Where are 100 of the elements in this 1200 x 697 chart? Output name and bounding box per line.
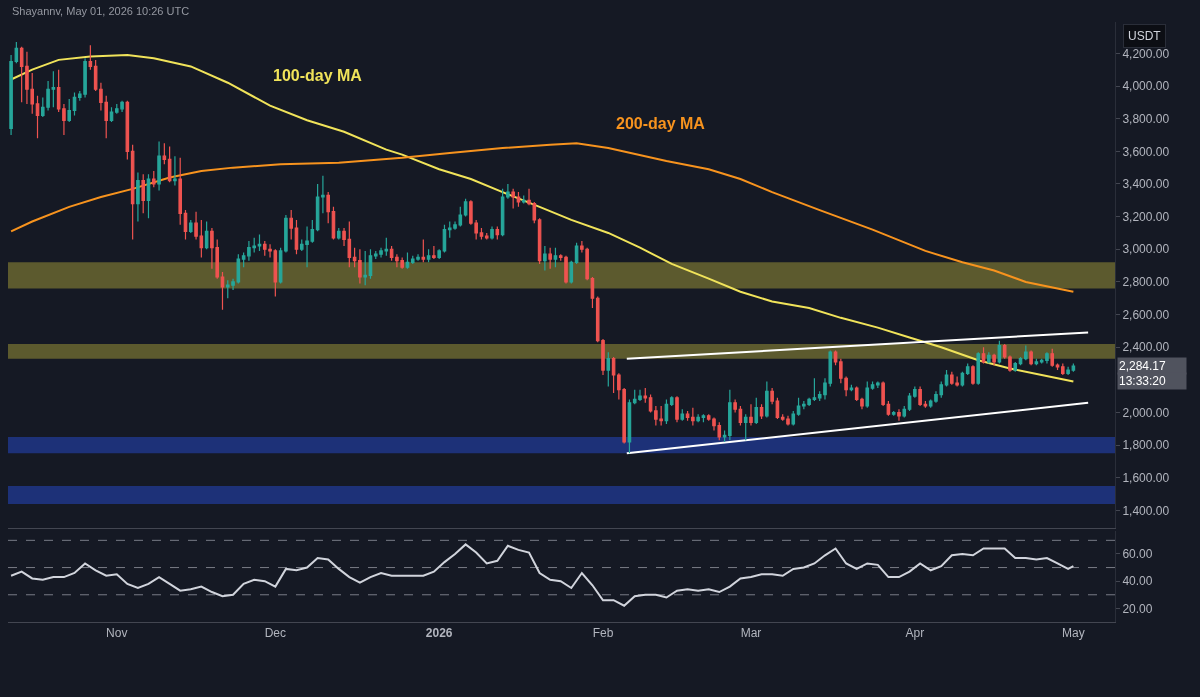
- candlestick: [336, 227, 341, 241]
- candlestick: [749, 403, 753, 427]
- candlestick: [701, 413, 706, 423]
- candlestick: [728, 389, 732, 441]
- candlestick: [870, 380, 875, 391]
- candlestick: [791, 410, 796, 427]
- x-tick-label: Nov: [106, 626, 128, 641]
- candlestick: [923, 400, 928, 409]
- candlestick: [220, 271, 225, 311]
- y-tick-label: 4,200.00: [1122, 46, 1170, 61]
- candlestick: [865, 380, 870, 409]
- y-tick-label: 2,600.00: [1122, 307, 1170, 322]
- y-tick-label: 3,600.00: [1122, 144, 1170, 159]
- chart-title: Shayannv, May 01, 2026 10:26 UTC: [12, 5, 190, 17]
- line-series: [10, 543, 1075, 607]
- candlestick: [479, 227, 484, 241]
- text: 13:33:20: [1119, 374, 1167, 388]
- candlestick: [136, 171, 140, 223]
- y-tick-label: 4,000.00: [1122, 79, 1170, 94]
- candlestick: [289, 209, 293, 241]
- candlestick: [987, 351, 991, 365]
- y-tick-label: 40.00: [1122, 574, 1153, 589]
- candlestick: [516, 191, 521, 208]
- candlestick: [178, 157, 183, 226]
- candlestick: [109, 106, 114, 123]
- y-tick-label: 60.00: [1122, 547, 1153, 562]
- candlestick: [891, 410, 896, 417]
- candlestick: [1013, 361, 1018, 373]
- candlestick: [553, 247, 558, 268]
- candlestick: [543, 245, 547, 272]
- candlestick: [9, 54, 13, 136]
- line-series: [10, 53, 1075, 383]
- candlestick: [1024, 344, 1028, 361]
- candlestick: [426, 248, 431, 263]
- candlestick: [67, 98, 72, 123]
- x-tick-label: May: [1062, 626, 1085, 641]
- candlestick: [743, 413, 748, 441]
- candlestick: [918, 385, 922, 407]
- candlestick: [913, 385, 917, 399]
- candlestick: [606, 351, 611, 388]
- series-label: 100-day MA: [273, 67, 363, 84]
- candlestick: [151, 170, 156, 188]
- candlestick: [796, 397, 801, 417]
- candlestick: [294, 219, 299, 255]
- y-tick-label: 3,400.00: [1122, 177, 1170, 192]
- candlestick: [981, 346, 986, 365]
- candlestick: [691, 407, 695, 427]
- y-tick-label: 2,400.00: [1122, 340, 1170, 355]
- candlestick: [511, 188, 515, 210]
- candlestick: [162, 142, 167, 165]
- candlestick: [506, 183, 510, 200]
- candlestick: [490, 225, 494, 241]
- candlestick: [51, 70, 56, 108]
- candlestick: [965, 362, 970, 376]
- candlestick: [976, 351, 981, 386]
- series-label: 200-day MA: [616, 115, 706, 132]
- candlestick: [1050, 348, 1055, 368]
- candlestick: [680, 408, 685, 422]
- x-tick-label: Mar: [740, 626, 762, 641]
- candlestick: [881, 380, 885, 407]
- candlestick: [611, 356, 616, 394]
- candlestick: [421, 238, 426, 263]
- candlestick: [326, 191, 330, 224]
- candlestick: [437, 248, 441, 260]
- candlestick: [696, 413, 700, 423]
- candlestick: [157, 140, 161, 192]
- candlestick: [352, 247, 357, 268]
- candlestick: [495, 225, 500, 241]
- candlestick: [669, 395, 674, 407]
- candlestick: [321, 175, 325, 214]
- candlestick: [284, 214, 288, 254]
- candlestick: [675, 395, 679, 423]
- candlestick: [902, 405, 907, 419]
- candlestick: [35, 95, 40, 139]
- y-tick-label: 2,000.00: [1122, 405, 1170, 420]
- candlestick: [897, 408, 901, 422]
- candlestick: [770, 387, 774, 405]
- y-tick-label: 3,200.00: [1122, 209, 1170, 224]
- candlestick: [1061, 362, 1065, 376]
- candlestick: [548, 247, 552, 270]
- candlestick: [484, 232, 489, 241]
- candlestick: [765, 380, 769, 419]
- candlestick: [521, 194, 526, 205]
- line-series: [10, 142, 1075, 293]
- candlestick: [733, 398, 737, 414]
- candlestick: [173, 155, 177, 187]
- candlestick: [188, 219, 193, 234]
- candlestick: [1029, 349, 1033, 366]
- candlestick: [358, 248, 362, 285]
- candlestick: [141, 173, 146, 214]
- x-tick-label: Dec: [264, 626, 287, 641]
- candlestick: [363, 250, 367, 286]
- candlestick: [1034, 358, 1039, 366]
- y-tick-label: 20.00: [1122, 601, 1153, 616]
- y-tick-label: 3,000.00: [1122, 242, 1170, 257]
- candlestick: [241, 251, 246, 268]
- y-tick-label: 2,800.00: [1122, 275, 1170, 290]
- candlestick: [876, 380, 880, 389]
- candlestick: [432, 245, 436, 260]
- candlestick: [722, 429, 727, 443]
